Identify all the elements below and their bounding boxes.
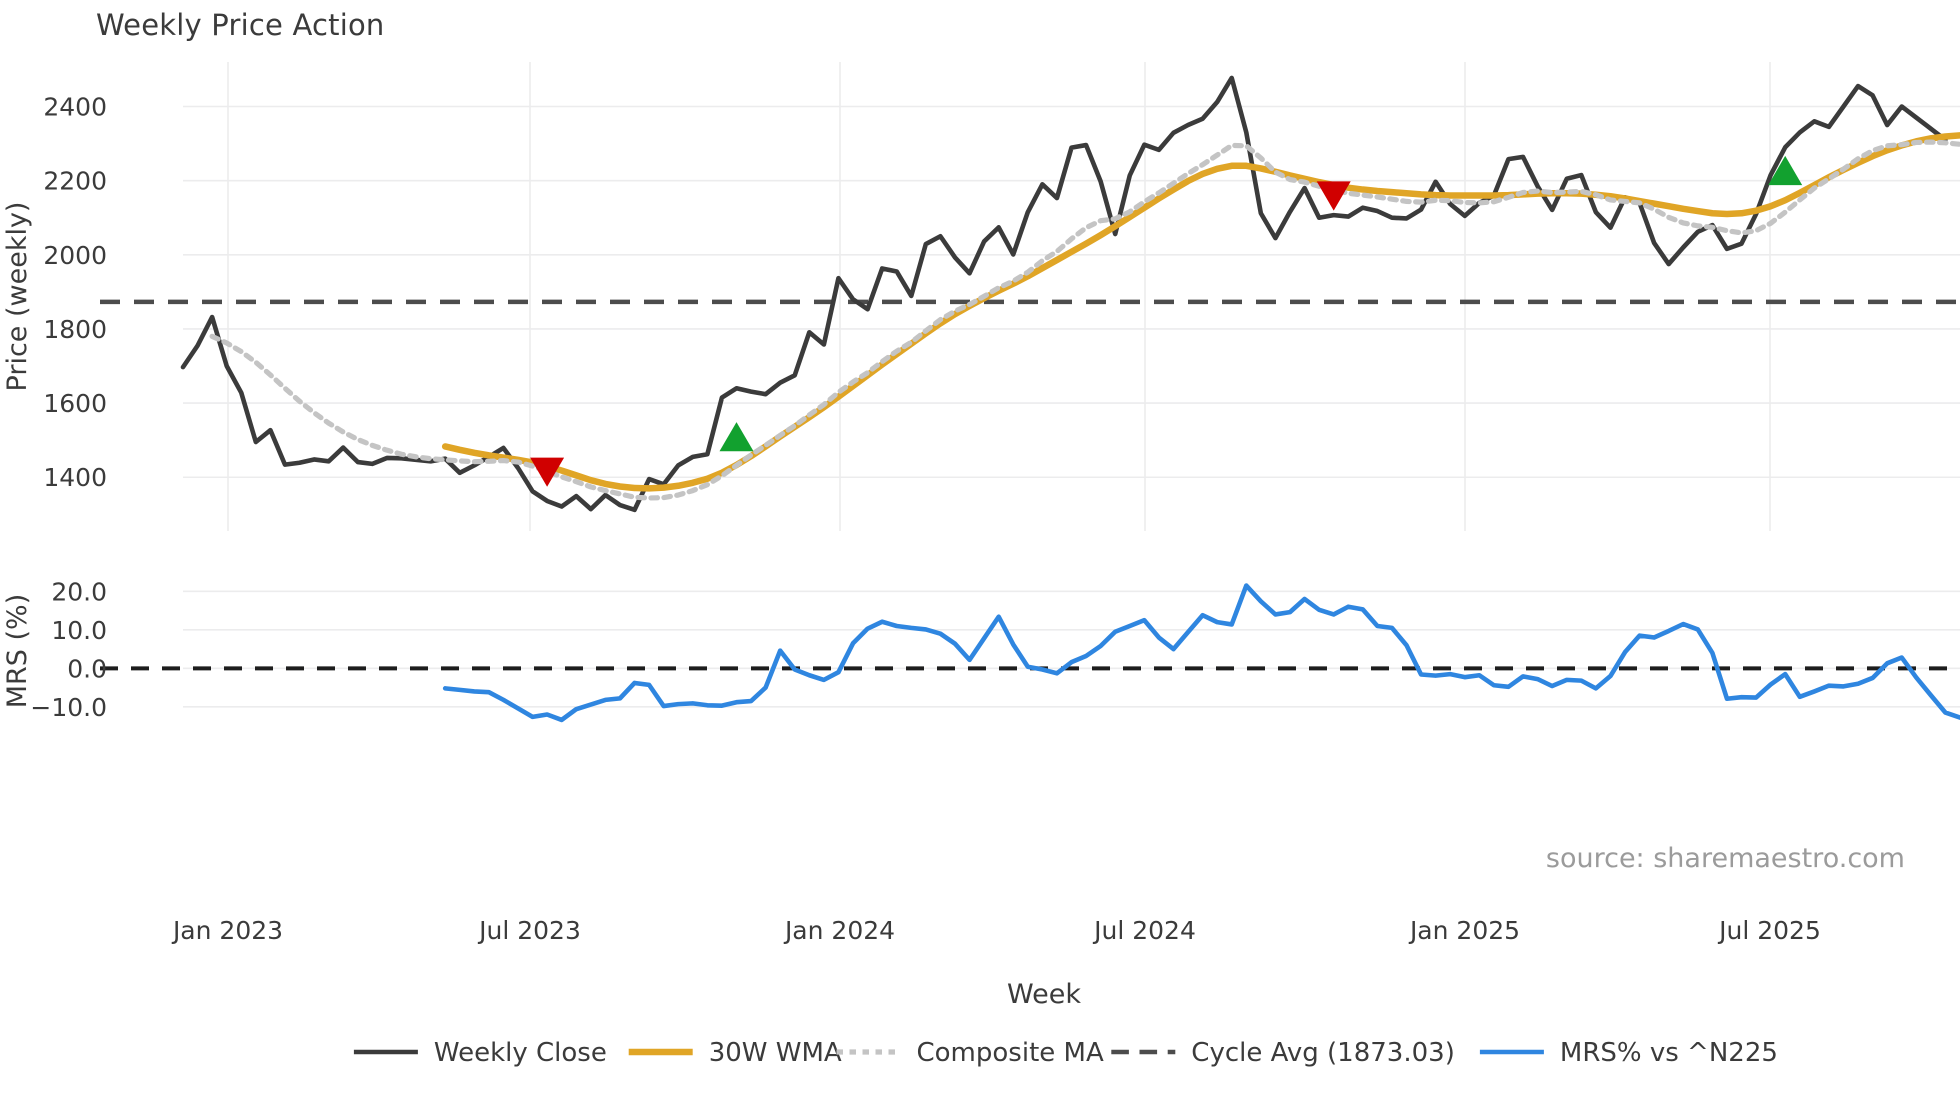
buy-signal-marker bbox=[1768, 155, 1803, 186]
x-axis-tick-label: Jul 2024 bbox=[1092, 916, 1196, 945]
gridlines-layer bbox=[183, 62, 1960, 708]
y-axis-tick-label: 10.0 bbox=[51, 616, 107, 645]
legend-layer: Weekly Close 30W WMA Composite MA Cycle Avg… bbox=[353, 1038, 1778, 1068]
y-axis-tick-label: 1600 bbox=[43, 389, 107, 418]
series-line-30w-wma bbox=[441, 132, 1960, 492]
y-axis-tick-label: 0.0 bbox=[67, 654, 107, 683]
series-line-composite-ma bbox=[209, 139, 1960, 501]
y-axis-tick-label: 1400 bbox=[43, 463, 107, 492]
reference-lines-layer bbox=[100, 299, 1960, 671]
legend-label: Weekly Close bbox=[434, 1038, 607, 1068]
buy-signal-marker bbox=[719, 422, 754, 452]
legend-item[interactable]: 30W WMA bbox=[628, 1038, 842, 1068]
legend-label: Composite MA bbox=[917, 1038, 1104, 1068]
y-axis-title-mrs: MRS (%) bbox=[2, 594, 33, 709]
x-axis-tick-label: Jul 2025 bbox=[1717, 916, 1821, 945]
legend-item[interactable]: Weekly Close bbox=[353, 1038, 607, 1068]
sell-signal-marker bbox=[1316, 181, 1351, 211]
x-axis-tick-label: Jan 2024 bbox=[783, 916, 895, 945]
legend-item[interactable]: Composite MA bbox=[836, 1038, 1104, 1068]
x-axis-tick-label: Jan 2025 bbox=[1408, 916, 1520, 945]
legend-item[interactable]: Cycle Avg (1873.03) bbox=[1111, 1038, 1455, 1068]
x-axis-tick-label: Jul 2023 bbox=[477, 916, 581, 945]
source-watermark: source: sharemaestro.com bbox=[1546, 843, 1905, 874]
y-axis-tick-label: 2200 bbox=[43, 167, 107, 196]
y-axis-tick-label: 2400 bbox=[43, 92, 107, 121]
signal-markers-layer bbox=[530, 155, 1803, 487]
x-axis-title: Week bbox=[1007, 979, 1081, 1010]
y-axis-title-price: Price (weekly) bbox=[2, 202, 33, 392]
series-layer bbox=[180, 75, 1960, 723]
axes-layer: 1400 1600 1800 2000 2200 2400 −10.0 0.0 10.0 20.0… bbox=[2, 92, 1821, 1010]
chart-title: Weekly Price Action bbox=[96, 8, 385, 42]
x-axis-tick-label: Jan 2023 bbox=[171, 916, 283, 945]
legend-label: 30W WMA bbox=[709, 1038, 842, 1068]
y-axis-tick-label: 1800 bbox=[43, 315, 107, 344]
watermark-layer: source: sharemaestro.com bbox=[1546, 843, 1905, 874]
series-line-mrs-vs-n225 bbox=[442, 583, 1960, 723]
legend-label: MRS% vs ^N225 bbox=[1560, 1038, 1778, 1068]
legend-item[interactable]: MRS% vs ^N225 bbox=[1479, 1038, 1778, 1068]
legend-label: Cycle Avg (1873.03) bbox=[1191, 1038, 1455, 1068]
y-axis-tick-label: −10.0 bbox=[30, 693, 107, 722]
y-axis-tick-label: 2000 bbox=[43, 241, 107, 270]
sell-signal-marker bbox=[530, 457, 565, 487]
y-axis-tick-label: 20.0 bbox=[51, 577, 107, 606]
